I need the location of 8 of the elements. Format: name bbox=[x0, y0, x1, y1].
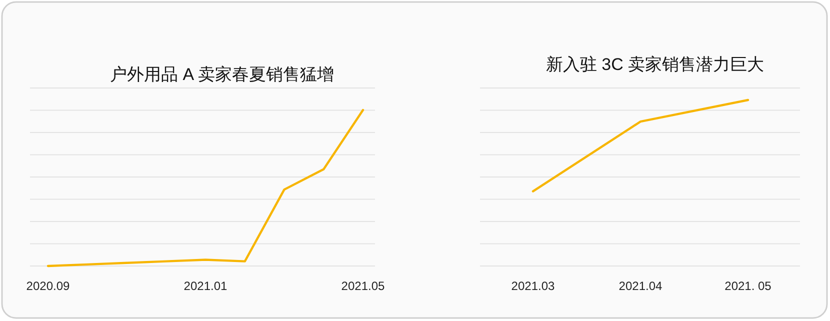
chart-title: 新入驻 3C 卖家销售潜力巨大 bbox=[546, 55, 764, 74]
x-tick-label: 2020.09 bbox=[26, 279, 70, 293]
x-tick-label: 2021. 05 bbox=[724, 279, 772, 293]
x-tick-label: 2021.03 bbox=[511, 279, 556, 293]
x-tick-label: 2021.05 bbox=[341, 279, 386, 293]
x-tick-label: 2021.04 bbox=[618, 279, 663, 293]
x-tick-label: 2021.01 bbox=[184, 279, 228, 293]
chart-title: 户外用品 A 卖家春夏销售猛增 bbox=[110, 65, 334, 84]
